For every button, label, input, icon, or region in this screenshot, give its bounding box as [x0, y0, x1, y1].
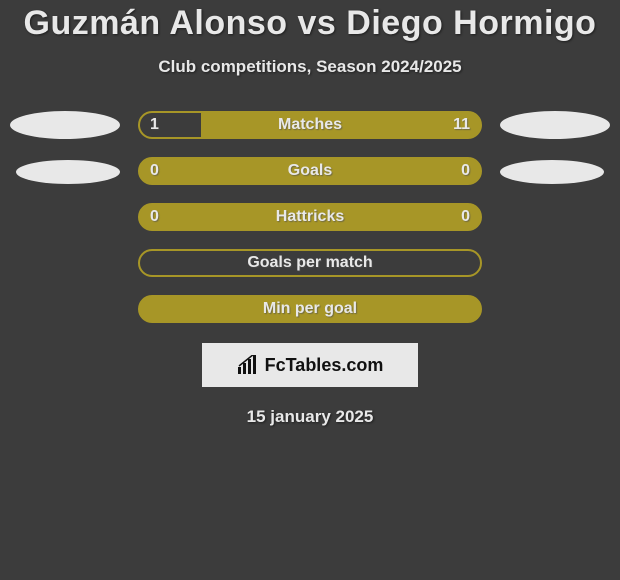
stat-label: Goals	[288, 162, 332, 180]
stat-label: Matches	[278, 116, 342, 134]
team-badge-right	[500, 111, 610, 139]
snapshot-date: 15 january 2025	[0, 407, 620, 427]
stat-label: Hattricks	[276, 208, 344, 226]
stat-bar: Min per goal	[138, 295, 482, 323]
subtitle: Club competitions, Season 2024/2025	[0, 57, 620, 77]
stat-value-left: 0	[150, 162, 159, 180]
stat-bar: Hattricks 0 0	[138, 203, 482, 231]
stat-value-left: 0	[150, 208, 159, 226]
stat-bar: Goals per match	[138, 249, 482, 277]
stat-label: Goals per match	[247, 254, 372, 272]
brand-text: FcTables.com	[265, 355, 384, 376]
stat-value-right: 11	[453, 116, 470, 134]
team-badge-left	[10, 111, 120, 139]
comparison-card: Guzmán Alonso vs Diego Hormigo Club comp…	[0, 0, 620, 427]
stat-row: Min per goal	[0, 295, 620, 323]
chart-icon	[237, 355, 259, 375]
stat-row: Goals 0 0	[0, 157, 620, 185]
stat-label: Min per goal	[263, 300, 357, 318]
stat-value-right: 0	[461, 208, 470, 226]
team-badge-left	[16, 160, 120, 184]
stat-row: Hattricks 0 0	[0, 203, 620, 231]
stat-value-right: 0	[461, 162, 470, 180]
stat-row: Goals per match	[0, 249, 620, 277]
brand-logo: FcTables.com	[202, 343, 418, 387]
stat-bar: Matches111	[138, 111, 482, 139]
team-badge-right	[500, 160, 604, 184]
stat-row: Matches111	[0, 111, 620, 139]
page-title: Guzmán Alonso vs Diego Hormigo	[0, 4, 620, 43]
bars-container: Matches111Goals00Hattricks00Goals per ma…	[0, 111, 620, 323]
stat-value-left: 1	[150, 116, 159, 134]
stat-bar: Goals 0 0	[138, 157, 482, 185]
